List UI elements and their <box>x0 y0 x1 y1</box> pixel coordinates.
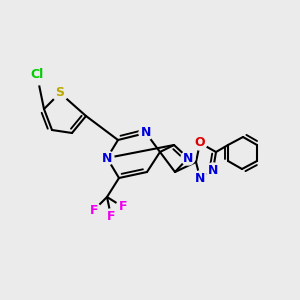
Circle shape <box>100 151 114 165</box>
Circle shape <box>193 171 207 185</box>
Text: F: F <box>107 209 115 223</box>
Text: S: S <box>56 86 64 100</box>
Text: N: N <box>183 152 193 164</box>
Text: F: F <box>90 203 98 217</box>
Circle shape <box>87 203 101 217</box>
Text: N: N <box>195 172 205 184</box>
Text: N: N <box>141 127 151 140</box>
Text: Cl: Cl <box>30 68 44 82</box>
Circle shape <box>27 65 47 85</box>
Circle shape <box>116 200 130 214</box>
Text: O: O <box>195 136 205 149</box>
Text: F: F <box>119 200 127 214</box>
Circle shape <box>52 85 68 101</box>
Circle shape <box>193 136 207 150</box>
Circle shape <box>104 209 118 223</box>
Text: N: N <box>102 152 112 164</box>
Text: N: N <box>208 164 218 176</box>
Circle shape <box>206 163 220 177</box>
Circle shape <box>181 151 195 165</box>
Circle shape <box>139 126 153 140</box>
